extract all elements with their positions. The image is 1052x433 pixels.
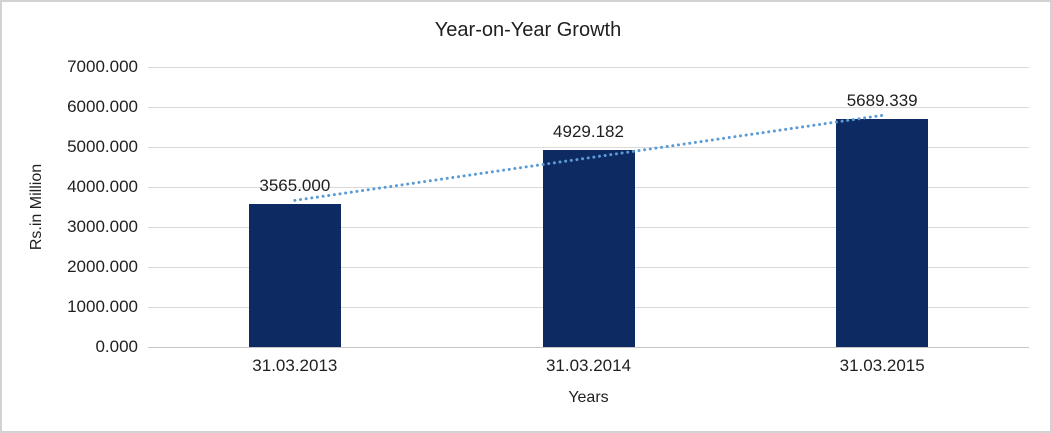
bar (542, 149, 635, 347)
bar-value-label: 5689.339 (846, 91, 918, 111)
y-tick-label: 3000.000 (67, 217, 138, 236)
bar (248, 204, 341, 347)
y-tick-label: 4000.000 (67, 177, 138, 196)
y-tick-label: 6000.000 (67, 97, 138, 116)
x-tick-label: 31.03.2015 (839, 356, 925, 375)
bar (836, 119, 929, 347)
x-axis-title: Years (568, 389, 609, 406)
plot-area: 3565.000 4929.182 5689.339 (148, 67, 1029, 348)
y-tick-label: 5000.000 (67, 137, 138, 156)
chart-title: Year-on-Year Growth (434, 19, 622, 41)
y-tick-label: 7000.000 (67, 57, 138, 76)
bar-value-label: 3565.000 (259, 176, 331, 196)
gridline (148, 67, 1029, 68)
y-tick-label: 2000.000 (67, 257, 138, 276)
gridline (148, 347, 1029, 348)
y-tick-label: 1000.000 (67, 297, 138, 316)
x-tick-label: 31.03.2013 (252, 356, 338, 375)
y-tick-label: 0.000 (95, 337, 138, 356)
x-tick-label: 31.03.2014 (545, 356, 632, 375)
gridline (148, 107, 1029, 108)
bar-value-label: 4929.182 (553, 121, 624, 141)
